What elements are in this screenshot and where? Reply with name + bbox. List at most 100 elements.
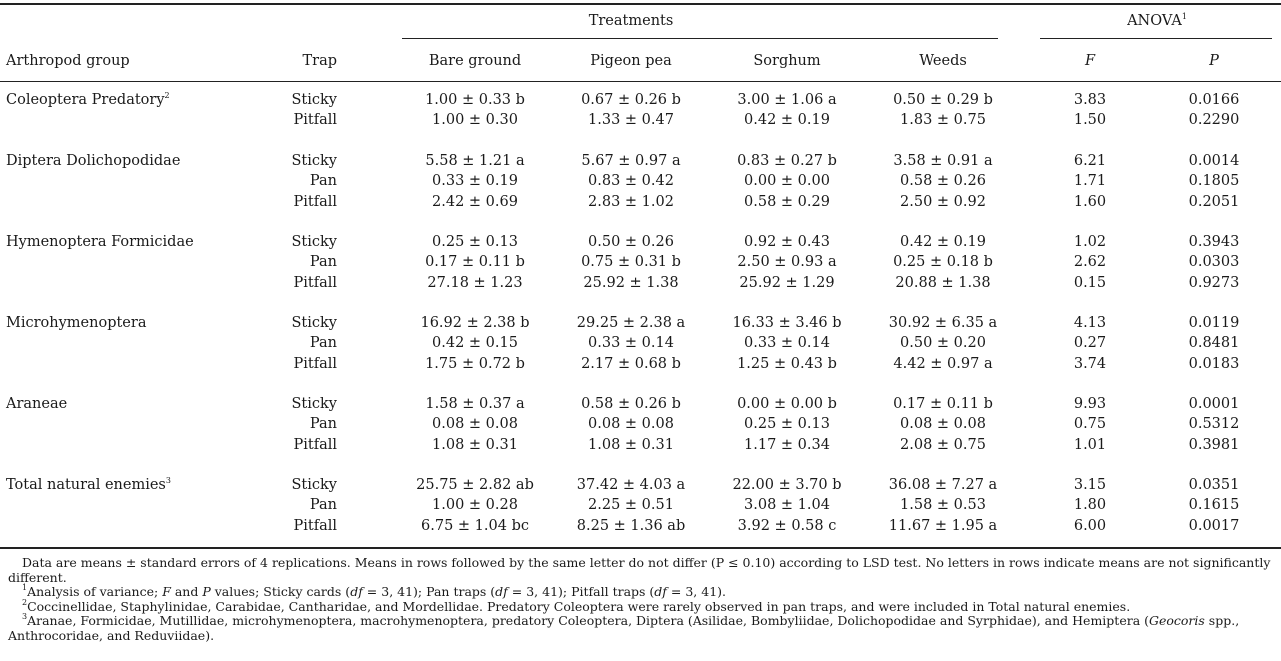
cell-weeds: 0.42 ± 0.19 bbox=[900, 234, 986, 250]
cell-sorghum: 16.33 ± 3.46 b bbox=[732, 315, 842, 331]
cell-sorghum: 0.33 ± 0.14 bbox=[744, 335, 830, 352]
col-header-trap: Trap bbox=[302, 53, 337, 69]
group-label: Total natural enemies3 bbox=[6, 476, 171, 494]
cell-weeds: 0.17 ± 0.11 b bbox=[893, 396, 993, 412]
cell-sorghum: 3.92 ± 0.58 c bbox=[737, 517, 837, 534]
cell-bare-ground: 2.42 ± 0.69 bbox=[432, 193, 518, 210]
cell-weeds: 1.58 ± 0.53 bbox=[900, 497, 986, 514]
cell-pigeon-pea: 0.08 ± 0.08 bbox=[588, 416, 674, 433]
cell-weeds: 3.58 ± 0.91 a bbox=[893, 153, 993, 169]
cell-bare-ground: 1.00 ± 0.28 bbox=[432, 497, 518, 514]
cell-pigeon-pea: 0.33 ± 0.14 bbox=[588, 335, 674, 352]
footnote-1: 1Analysis of variance; F and P values; S… bbox=[22, 583, 727, 599]
cell-trap: Pitfall bbox=[293, 355, 337, 372]
col-header-f: F bbox=[1084, 53, 1096, 69]
cell-bare-ground: 25.75 ± 2.82 ab bbox=[416, 477, 534, 493]
cell-trap: Sticky bbox=[291, 477, 338, 493]
cell-weeds: 0.50 ± 0.29 b bbox=[893, 92, 993, 108]
cell-pigeon-pea: 29.25 ± 2.38 a bbox=[576, 315, 686, 331]
cell-sorghum: 0.00 ± 0.00 bbox=[744, 173, 830, 190]
cell-f: 1.71 bbox=[1073, 173, 1107, 190]
cell-f: 4.13 bbox=[1073, 315, 1107, 331]
cell-p: 0.3943 bbox=[1188, 234, 1240, 250]
cell-sorghum: 22.00 ± 3.70 b bbox=[732, 477, 842, 493]
treatments-header: Treatments bbox=[588, 13, 674, 29]
anova-header: ANOVA1 bbox=[1127, 12, 1187, 30]
cell-p: 0.0351 bbox=[1188, 477, 1240, 493]
cell-bare-ground: 0.33 ± 0.19 bbox=[432, 173, 518, 190]
cell-sorghum: 0.25 ± 0.13 bbox=[744, 416, 830, 433]
cell-trap: Pitfall bbox=[293, 517, 337, 534]
cell-pigeon-pea: 0.75 ± 0.31 b bbox=[581, 254, 681, 271]
cell-trap: Pitfall bbox=[293, 274, 337, 291]
group-label: Diptera Dolichopodidae bbox=[6, 153, 181, 169]
cell-p: 0.0119 bbox=[1188, 315, 1240, 331]
cell-pigeon-pea: 0.50 ± 0.26 bbox=[588, 234, 674, 250]
cell-trap: Sticky bbox=[291, 92, 338, 108]
cell-trap: Pan bbox=[309, 254, 337, 271]
cell-weeds: 2.08 ± 0.75 bbox=[900, 436, 986, 453]
cell-bare-ground: 0.25 ± 0.13 bbox=[432, 234, 518, 250]
cell-f: 6.00 bbox=[1073, 517, 1107, 534]
cell-f: 6.21 bbox=[1073, 153, 1107, 169]
cell-p: 0.3981 bbox=[1188, 436, 1240, 453]
cell-f: 1.50 bbox=[1073, 112, 1107, 129]
group-label: Microhymenoptera bbox=[6, 315, 147, 331]
cell-sorghum: 1.17 ± 0.34 bbox=[744, 436, 830, 453]
cell-pigeon-pea: 2.25 ± 0.51 bbox=[588, 497, 674, 514]
bottom-rule bbox=[0, 547, 1281, 549]
cell-weeds: 0.50 ± 0.20 bbox=[900, 335, 986, 352]
cell-bare-ground: 6.75 ± 1.04 bc bbox=[421, 517, 529, 534]
cell-trap: Pan bbox=[309, 497, 337, 514]
cell-p: 0.0166 bbox=[1188, 92, 1240, 108]
top-rule bbox=[0, 3, 1281, 5]
cell-p: 0.0001 bbox=[1188, 396, 1240, 412]
cell-f: 3.83 bbox=[1073, 92, 1107, 108]
cell-p: 0.8481 bbox=[1188, 335, 1240, 352]
footnote-3: 3Aranae, Formicidae, Mutillidae, microhy… bbox=[8, 612, 1240, 643]
cell-f: 1.02 bbox=[1073, 234, 1107, 250]
cell-trap: Sticky bbox=[291, 396, 338, 412]
cell-pigeon-pea: 1.08 ± 0.31 bbox=[588, 436, 674, 453]
cell-pigeon-pea: 1.33 ± 0.47 bbox=[588, 112, 674, 129]
cell-p: 0.0183 bbox=[1188, 355, 1240, 372]
cell-trap: Pitfall bbox=[293, 193, 337, 210]
cell-pigeon-pea: 2.17 ± 0.68 b bbox=[581, 355, 681, 372]
cell-weeds: 4.42 ± 0.97 a bbox=[893, 355, 993, 372]
cell-p: 0.0303 bbox=[1188, 254, 1240, 271]
cell-pigeon-pea: 37.42 ± 4.03 a bbox=[576, 477, 686, 493]
cell-f: 0.27 bbox=[1073, 335, 1107, 352]
cell-weeds: 0.25 ± 0.18 b bbox=[893, 254, 993, 271]
cell-bare-ground: 1.00 ± 0.33 b bbox=[425, 92, 525, 108]
footnote-main: Data are means ± standard errors of 4 re… bbox=[8, 555, 1271, 585]
cell-weeds: 36.08 ± 7.27 a bbox=[888, 477, 998, 493]
cell-p: 0.2290 bbox=[1188, 112, 1240, 129]
cell-sorghum: 25.92 ± 1.29 bbox=[739, 274, 835, 291]
cell-p: 0.2051 bbox=[1188, 193, 1240, 210]
cell-weeds: 2.50 ± 0.92 bbox=[900, 193, 986, 210]
cell-trap: Pan bbox=[309, 173, 337, 190]
cell-sorghum: 0.83 ± 0.27 b bbox=[737, 153, 837, 169]
cell-p: 0.0017 bbox=[1188, 517, 1240, 534]
header-rule bbox=[0, 81, 1281, 82]
col-header-bare: Bare ground bbox=[428, 53, 522, 69]
cell-bare-ground: 16.92 ± 2.38 b bbox=[420, 315, 530, 331]
col-header-pigeon: Pigeon pea bbox=[590, 53, 672, 69]
cell-trap: Pan bbox=[309, 416, 337, 433]
cell-sorghum: 0.92 ± 0.43 bbox=[744, 234, 830, 250]
cell-trap: Pitfall bbox=[293, 112, 337, 129]
cell-sorghum: 0.00 ± 0.00 b bbox=[737, 396, 837, 412]
treatments-spanner-rule bbox=[402, 38, 998, 39]
cell-pigeon-pea: 5.67 ± 0.97 a bbox=[581, 153, 681, 169]
cell-trap: Sticky bbox=[291, 315, 338, 331]
cell-trap: Sticky bbox=[291, 153, 338, 169]
cell-f: 9.93 bbox=[1073, 396, 1107, 412]
cell-f: 2.62 bbox=[1073, 254, 1107, 271]
col-header-group: Arthropod group bbox=[6, 53, 130, 69]
cell-trap: Pitfall bbox=[293, 436, 337, 453]
anova-spanner-rule bbox=[1040, 38, 1272, 39]
col-header-sorghum: Sorghum bbox=[753, 53, 821, 69]
cell-weeds: 30.92 ± 6.35 a bbox=[888, 315, 998, 331]
cell-f: 0.75 bbox=[1073, 416, 1107, 433]
col-header-p: P bbox=[1209, 53, 1219, 69]
